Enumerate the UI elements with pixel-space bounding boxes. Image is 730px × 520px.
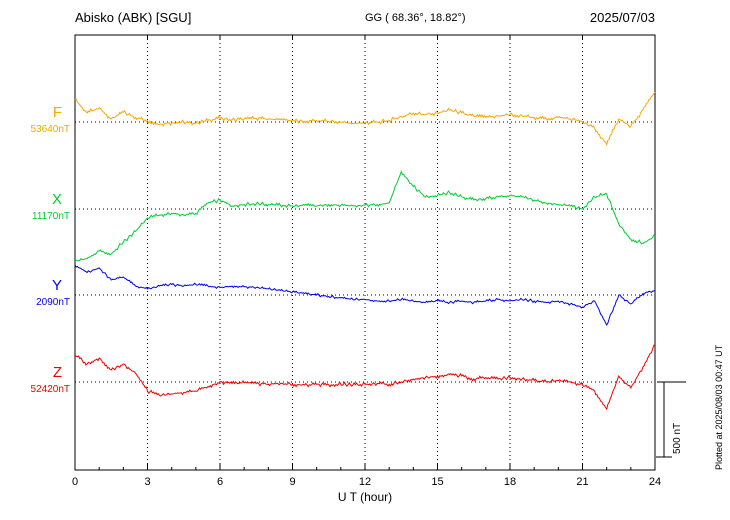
geographic-coordinates: GG ( 68.36°, 18.82°) bbox=[365, 12, 466, 24]
x-tick-label-24: 24 bbox=[649, 476, 661, 488]
series-baseline-value-F: 53640nT bbox=[30, 124, 70, 135]
plot-date: 2025/07/03 bbox=[589, 10, 655, 25]
series-label-X: X bbox=[51, 191, 62, 208]
x-tick-label-9: 9 bbox=[289, 476, 295, 488]
series-label-Z: Z bbox=[52, 364, 62, 381]
trace-X bbox=[74, 170, 656, 262]
trace-Z bbox=[74, 344, 656, 411]
scale-bar-label: 500 nT bbox=[672, 422, 683, 454]
x-tick-label-3: 3 bbox=[144, 476, 150, 488]
x-tick-label-12: 12 bbox=[359, 476, 371, 488]
x-tick-label-18: 18 bbox=[504, 476, 516, 488]
x-tick-label-0: 0 bbox=[72, 476, 78, 488]
x-tick-label-15: 15 bbox=[431, 476, 443, 488]
station-title: Abisko (ABK) [SGU] bbox=[75, 10, 192, 25]
series-baseline-value-Z: 52420nT bbox=[30, 384, 70, 395]
series-label-F: F bbox=[52, 104, 62, 121]
trace-F bbox=[74, 91, 656, 146]
x-tick-label-6: 6 bbox=[217, 476, 223, 488]
x-axis-title: U T (hour) bbox=[337, 490, 393, 504]
plotted-at-timestamp: Plotted at 2025/08/03 00:47 UT bbox=[714, 344, 724, 470]
trace-Y bbox=[74, 264, 656, 327]
series-baseline-value-X: 11170nT bbox=[32, 211, 70, 222]
x-tick-label-21: 21 bbox=[576, 476, 588, 488]
plot-frame bbox=[74, 34, 656, 471]
series-baseline-value-Y: 2090nT bbox=[36, 297, 70, 308]
series-label-Y: Y bbox=[51, 277, 62, 294]
